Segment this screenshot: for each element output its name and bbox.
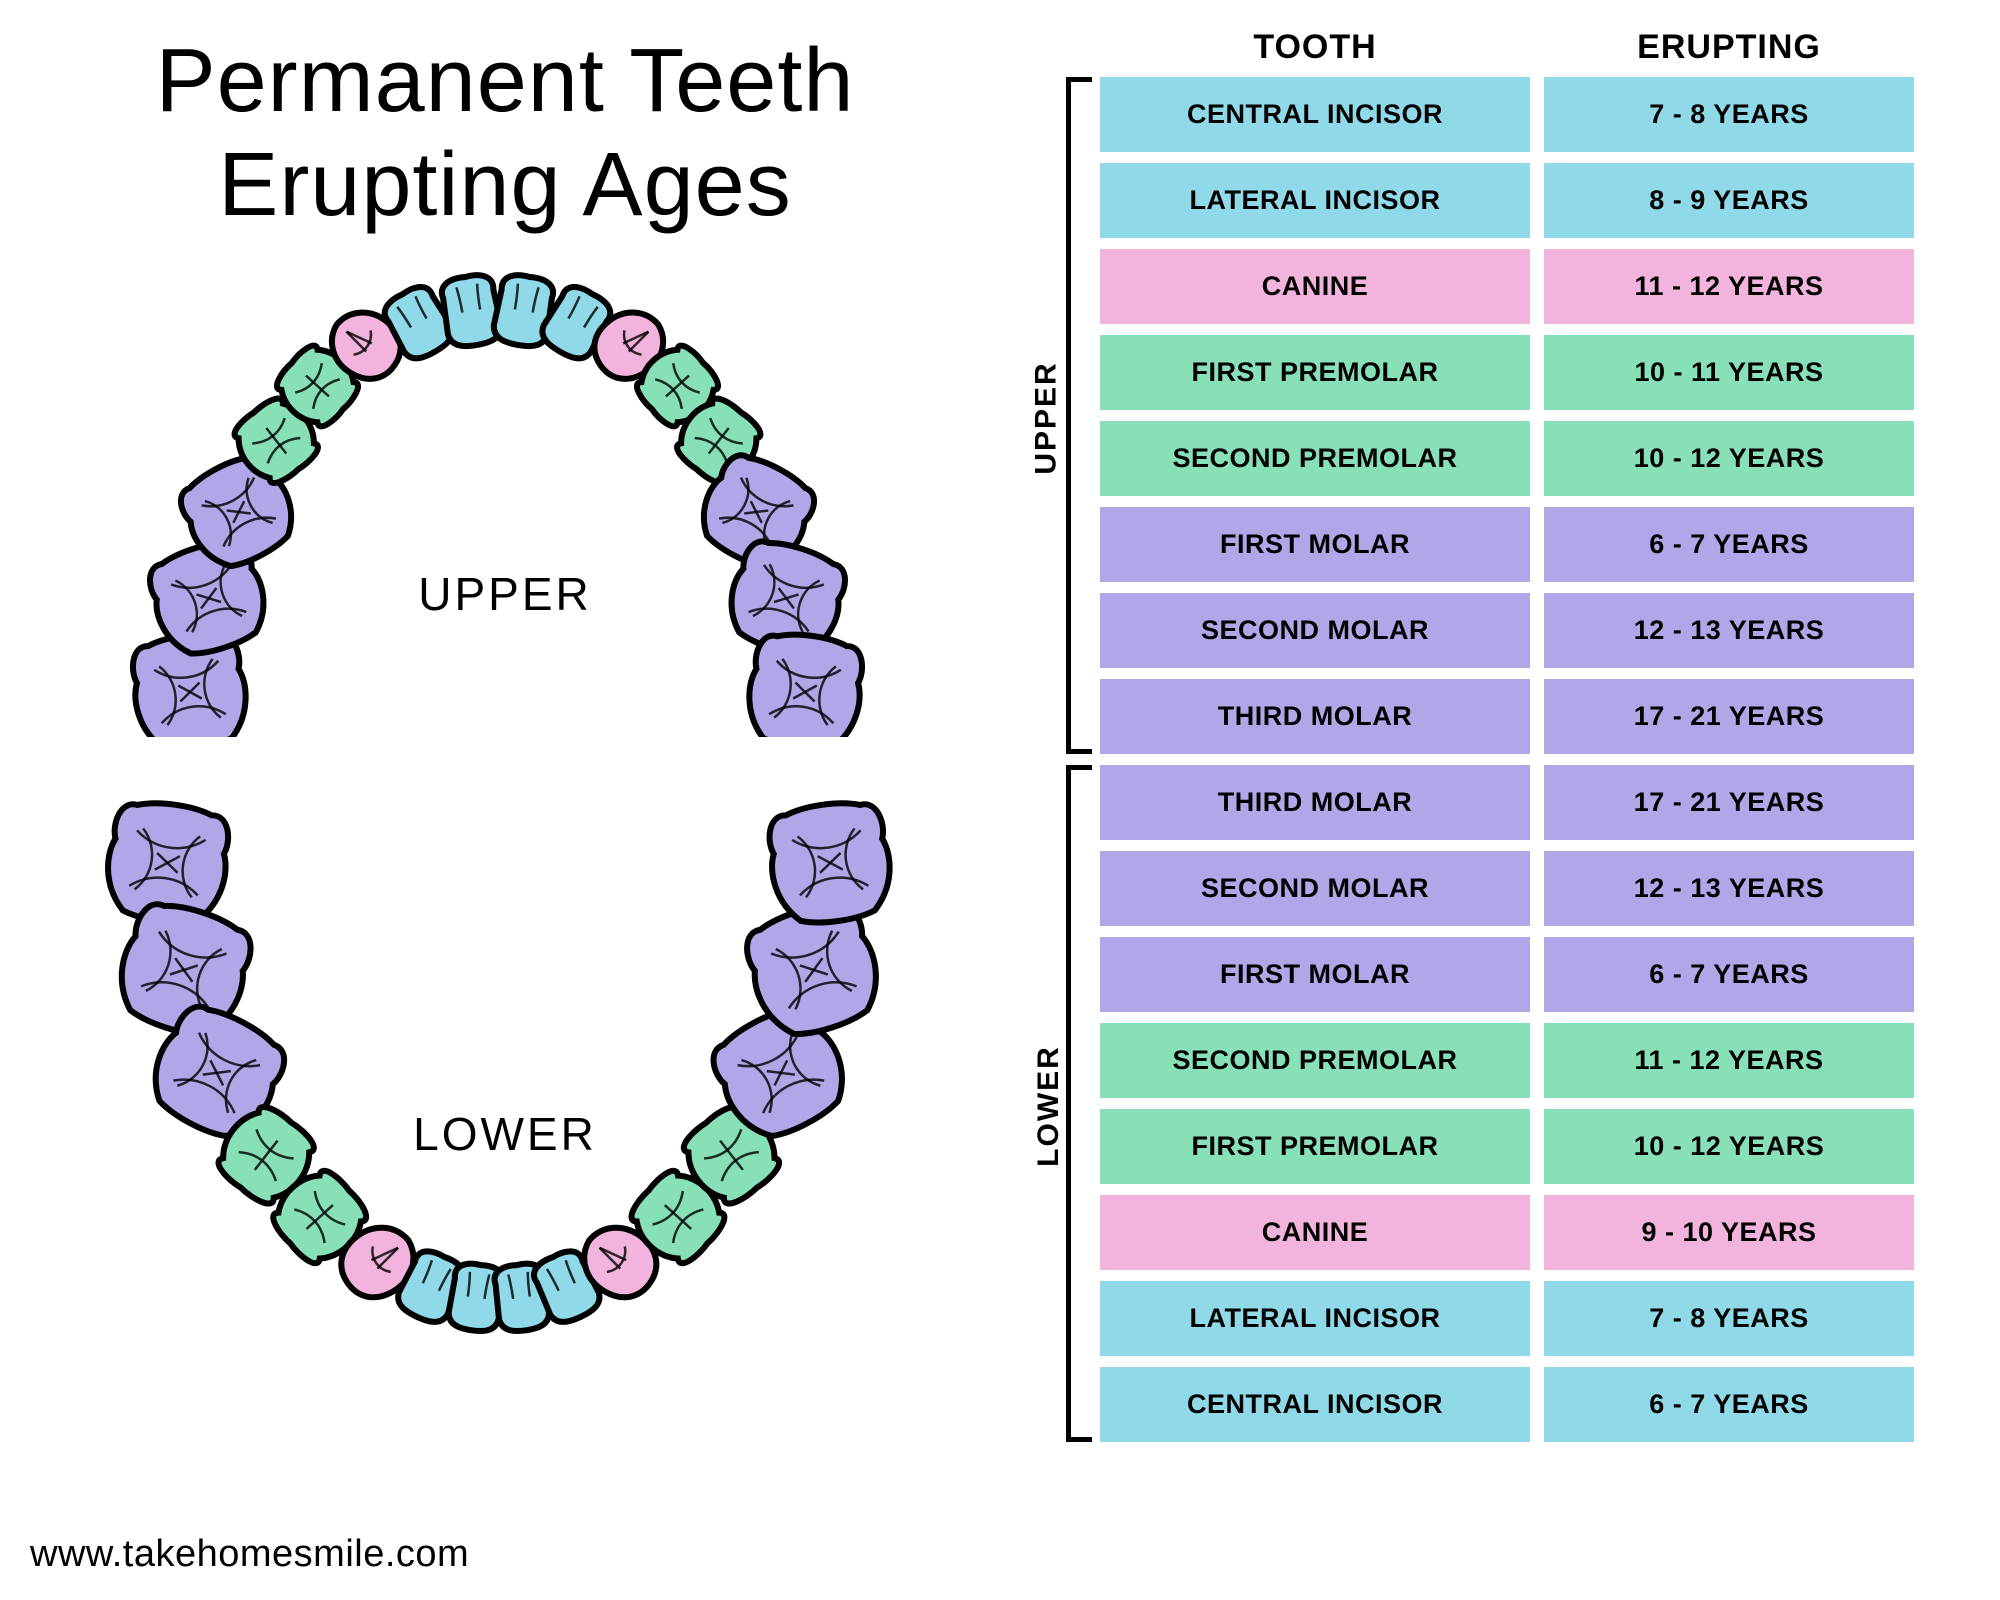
lower-arch-svg <box>75 797 935 1357</box>
molar-tooth <box>764 797 897 929</box>
erupting-age-cell: 17 - 21 YEARS <box>1544 679 1914 754</box>
title-line-1: Permanent Teeth <box>156 31 855 131</box>
tooth-name-cell: FIRST MOLAR <box>1100 937 1530 1012</box>
source-url: www.takehomesmile.com <box>30 1533 469 1576</box>
molar-tooth <box>743 628 868 737</box>
table-row: SECOND PREMOLAR11 - 12 YEARS <box>1100 1023 1950 1098</box>
tooth-name-cell: THIRD MOLAR <box>1100 765 1530 840</box>
table-row: SECOND PREMOLAR10 - 12 YEARS <box>1100 421 1950 496</box>
section-label-upper: UPPER <box>1030 361 1064 474</box>
upper-arch-label: UPPER <box>418 567 591 621</box>
table-row: FIRST MOLAR6 - 7 YEARS <box>1100 937 1950 1012</box>
table-header-tooth: TOOTH <box>1100 28 1530 67</box>
erupting-age-cell: 8 - 9 YEARS <box>1544 163 1914 238</box>
tooth-name-cell: FIRST PREMOLAR <box>1100 1109 1530 1184</box>
table-row: LATERAL INCISOR8 - 9 YEARS <box>1100 163 1950 238</box>
tooth-name-cell: THIRD MOLAR <box>1100 679 1530 754</box>
table-row: FIRST PREMOLAR10 - 12 YEARS <box>1100 1109 1950 1184</box>
tooth-name-cell: SECOND PREMOLAR <box>1100 1023 1530 1098</box>
tooth-name-cell: SECOND MOLAR <box>1100 593 1530 668</box>
table-row: CENTRAL INCISOR7 - 8 YEARS <box>1100 77 1950 152</box>
table-row: THIRD MOLAR17 - 21 YEARS <box>1100 765 1950 840</box>
erupting-age-cell: 11 - 12 YEARS <box>1544 1023 1914 1098</box>
erupting-age-cell: 10 - 12 YEARS <box>1544 421 1914 496</box>
tooth-name-cell: CENTRAL INCISOR <box>1100 77 1530 152</box>
erupting-age-cell: 6 - 7 YEARS <box>1544 507 1914 582</box>
table-row: FIRST MOLAR6 - 7 YEARS <box>1100 507 1950 582</box>
teeth-diagram: UPPER LOWER <box>75 257 935 1357</box>
tooth-name-cell: CENTRAL INCISOR <box>1100 1367 1530 1442</box>
erupting-age-cell: 6 - 7 YEARS <box>1544 937 1914 1012</box>
erupting-age-cell: 12 - 13 YEARS <box>1544 593 1914 668</box>
bracket-upper <box>1066 77 1092 754</box>
table-header-row: TOOTH ERUPTING <box>1100 28 1950 67</box>
table-header-erupt: ERUPTING <box>1544 28 1914 67</box>
erupting-age-cell: 9 - 10 YEARS <box>1544 1195 1914 1270</box>
upper-arch-svg <box>75 257 935 737</box>
erupting-age-cell: 7 - 8 YEARS <box>1544 1281 1914 1356</box>
bracket-lower <box>1066 765 1092 1442</box>
table-row: CENTRAL INCISOR6 - 7 YEARS <box>1100 1367 1950 1442</box>
tooth-name-cell: CANINE <box>1100 1195 1530 1270</box>
table-row: THIRD MOLAR17 - 21 YEARS <box>1100 679 1950 754</box>
section-label-lower: LOWER <box>1032 1045 1066 1167</box>
table-row: SECOND MOLAR12 - 13 YEARS <box>1100 851 1950 926</box>
tooth-name-cell: FIRST PREMOLAR <box>1100 335 1530 410</box>
tooth-name-cell: SECOND PREMOLAR <box>1100 421 1530 496</box>
erupting-age-cell: 12 - 13 YEARS <box>1544 851 1914 926</box>
table-rows: CENTRAL INCISOR7 - 8 YEARSLATERAL INCISO… <box>1100 77 1950 1453</box>
tooth-name-cell: FIRST MOLAR <box>1100 507 1530 582</box>
table-row: CANINE11 - 12 YEARS <box>1100 249 1950 324</box>
table-row: CANINE9 - 10 YEARS <box>1100 1195 1950 1270</box>
lower-arch-label: LOWER <box>413 1107 597 1161</box>
erupting-age-cell: 11 - 12 YEARS <box>1544 249 1914 324</box>
table-row: SECOND MOLAR12 - 13 YEARS <box>1100 593 1950 668</box>
erupting-age-cell: 10 - 11 YEARS <box>1544 335 1914 410</box>
table-row: FIRST PREMOLAR10 - 11 YEARS <box>1100 335 1950 410</box>
page-title: Permanent Teeth Erupting Ages <box>0 30 1010 237</box>
erupting-age-cell: 6 - 7 YEARS <box>1544 1367 1914 1442</box>
tooth-name-cell: SECOND MOLAR <box>1100 851 1530 926</box>
title-line-2: Erupting Ages <box>218 135 791 235</box>
erupting-age-cell: 7 - 8 YEARS <box>1544 77 1914 152</box>
tooth-name-cell: LATERAL INCISOR <box>1100 1281 1530 1356</box>
table-row: LATERAL INCISOR7 - 8 YEARS <box>1100 1281 1950 1356</box>
tooth-name-cell: LATERAL INCISOR <box>1100 163 1530 238</box>
tooth-name-cell: CANINE <box>1100 249 1530 324</box>
erupting-age-cell: 17 - 21 YEARS <box>1544 765 1914 840</box>
erupting-age-cell: 10 - 12 YEARS <box>1544 1109 1914 1184</box>
